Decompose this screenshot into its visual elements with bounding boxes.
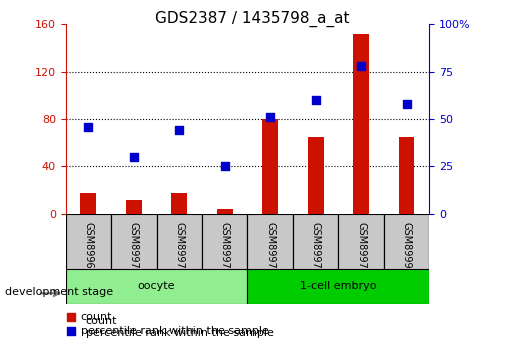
Point <box>402 101 411 107</box>
FancyBboxPatch shape <box>247 269 429 304</box>
FancyBboxPatch shape <box>66 269 247 304</box>
Text: count: count <box>81 313 112 322</box>
Text: GSM89969: GSM89969 <box>83 222 93 275</box>
Point <box>84 124 92 129</box>
Bar <box>262 119 278 214</box>
Text: GSM89973: GSM89973 <box>265 222 275 275</box>
FancyBboxPatch shape <box>66 214 111 269</box>
Point <box>175 128 183 133</box>
Text: percentile rank within the sample: percentile rank within the sample <box>86 328 274 338</box>
Text: GSM89972: GSM89972 <box>220 222 230 275</box>
Text: oocyte: oocyte <box>138 282 175 291</box>
Text: development stage: development stage <box>5 287 113 296</box>
FancyBboxPatch shape <box>111 214 157 269</box>
Bar <box>126 200 142 214</box>
FancyBboxPatch shape <box>202 214 247 269</box>
Text: GSM89999: GSM89999 <box>401 222 412 275</box>
Bar <box>171 193 187 214</box>
Point <box>67 315 75 320</box>
Text: GSM89970: GSM89970 <box>129 222 139 275</box>
FancyBboxPatch shape <box>247 214 293 269</box>
Text: count: count <box>86 316 117 326</box>
Point <box>266 115 274 120</box>
Bar <box>398 137 415 214</box>
Text: 1-cell embryo: 1-cell embryo <box>300 282 377 291</box>
Text: percentile rank within the sample: percentile rank within the sample <box>81 326 269 336</box>
Bar <box>80 193 96 214</box>
Text: GSM89974: GSM89974 <box>311 222 321 275</box>
Point <box>67 328 75 334</box>
FancyBboxPatch shape <box>157 214 202 269</box>
Point <box>312 97 320 103</box>
Bar <box>308 137 324 214</box>
Text: GDS2387 / 1435798_a_at: GDS2387 / 1435798_a_at <box>155 10 350 27</box>
FancyBboxPatch shape <box>293 214 338 269</box>
Text: GSM89971: GSM89971 <box>174 222 184 275</box>
FancyBboxPatch shape <box>384 214 429 269</box>
Point <box>130 154 138 160</box>
Text: GSM89975: GSM89975 <box>356 222 366 275</box>
Point <box>221 164 229 169</box>
Point <box>357 63 365 69</box>
Bar <box>353 33 369 214</box>
Bar <box>217 209 233 214</box>
FancyBboxPatch shape <box>338 214 384 269</box>
